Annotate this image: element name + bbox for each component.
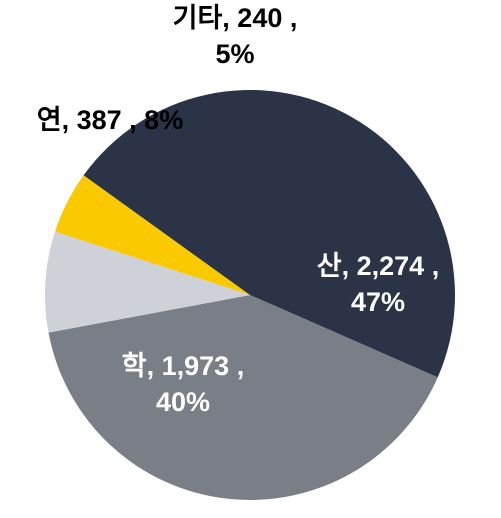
slice-label-line: 47% (283, 284, 473, 320)
slice-label-산: 산, 2,274 ,47% (283, 248, 473, 321)
pie-chart-container: 기타, 240 ,5% 산, 2,274 ,47%학, 1,973 ,40% 연, … (0, 0, 501, 518)
slice-label-기타: 기타, 240 ,5% (135, 0, 335, 73)
slice-label-line: 학, 1,973 , (88, 348, 278, 384)
slice-label-line: 5% (135, 36, 335, 72)
slice-label-line: 40% (88, 384, 278, 420)
slice-label-line: 연, 387 , 8% (0, 102, 220, 138)
slice-label-line: 산, 2,274 , (283, 248, 473, 284)
slice-label-학: 학, 1,973 ,40% (88, 348, 278, 421)
slice-label-line: 기타, 240 , (135, 0, 335, 36)
slice-label-연: 연, 387 , 8% (0, 102, 220, 138)
